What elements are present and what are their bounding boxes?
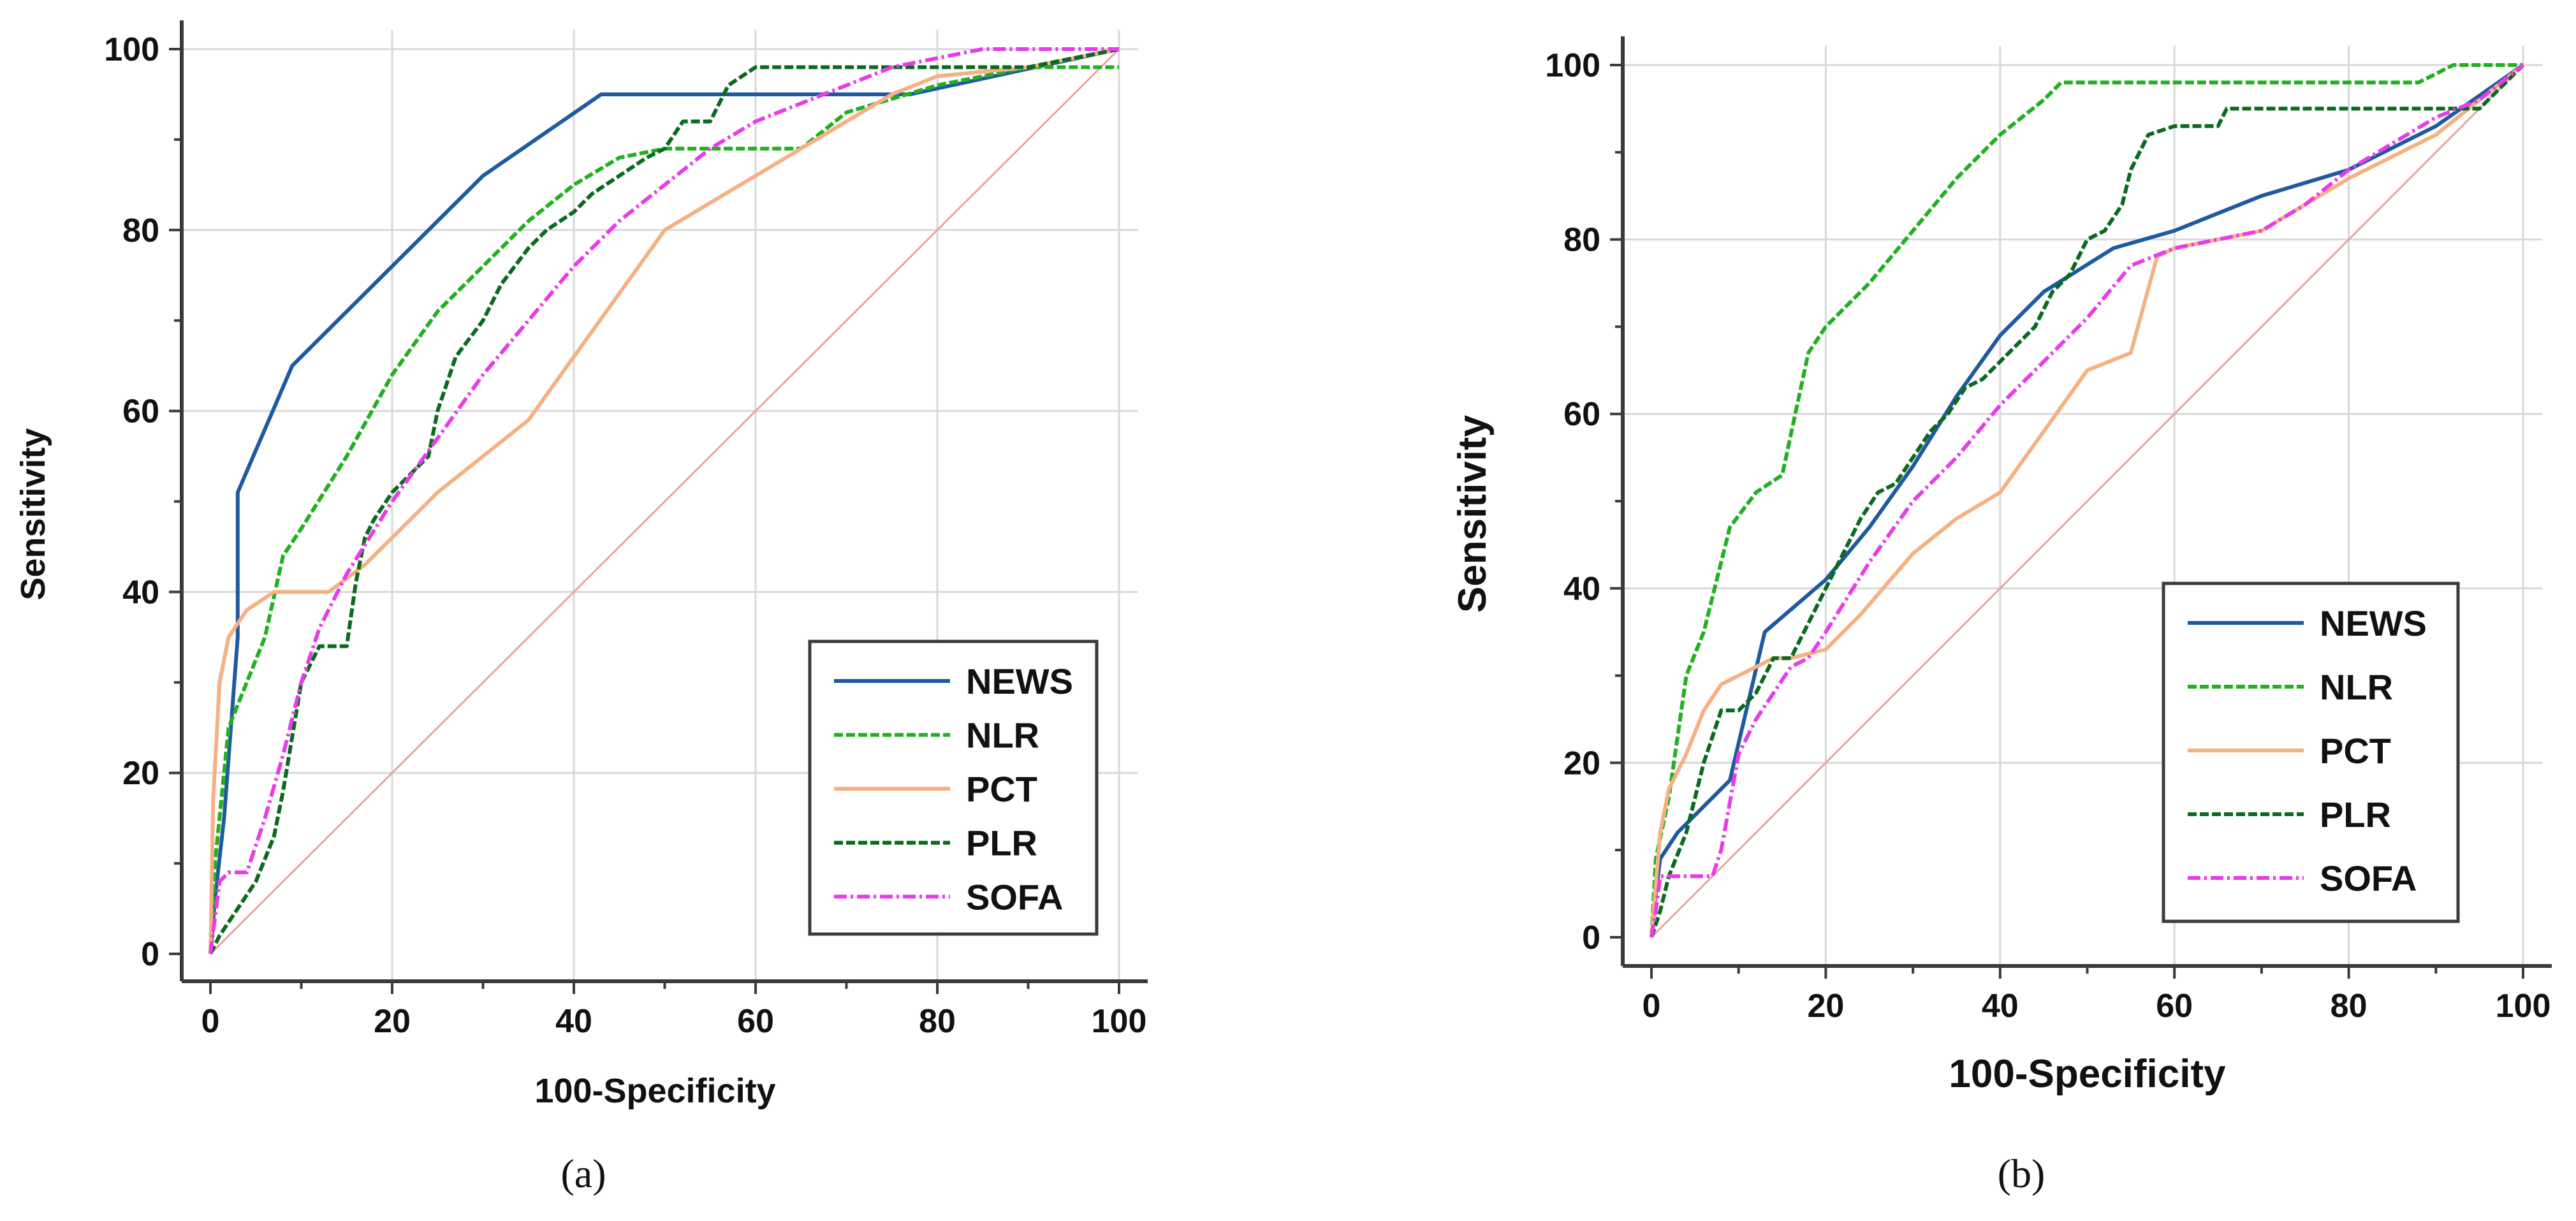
- panel-b-diagonal-reference: [1650, 64, 2524, 939]
- series-line-plr: [1650, 63, 2525, 938]
- panel-b-x-tick-label: 100: [2496, 988, 2551, 1025]
- panel-a-series: [209, 47, 1120, 955]
- series-line-nlr: [1650, 63, 2523, 938]
- panel-b-series: [1650, 63, 2525, 938]
- panel-a-y-tick-labels: 0 20 40 60 80 100: [104, 31, 159, 973]
- panel-b-x-axis-label: 100-Specificity: [1949, 1052, 2226, 1096]
- panel-a-x-tick-label: 40: [555, 1003, 592, 1040]
- panel-b-legend-swatches: [2188, 621, 2304, 880]
- panel-a-label: (a): [560, 1151, 606, 1196]
- panel-a-diagonal-reference: [209, 48, 1120, 955]
- panel-a-ticks: [169, 20, 1148, 994]
- panel-b-y-tick-label: 40: [1563, 571, 1600, 608]
- panel-a-x-tick-label: 60: [737, 1003, 774, 1040]
- panel-b-x-tick-label: 80: [2331, 988, 2367, 1025]
- panel-b-legend: NEWS NLR PCT PLR SOFA: [2162, 581, 2460, 923]
- series-line-plr: [209, 47, 1120, 955]
- panel-b-y-tick-label: 100: [1545, 47, 1600, 84]
- panel-b-y-tick-label: 80: [1563, 222, 1600, 259]
- panel-a-legend: NEWS NLR PCT PLR SOFA: [808, 640, 1099, 936]
- panel-b-legend-label: NEWS: [2320, 603, 2427, 643]
- panel-b-legend-label: PCT: [2320, 731, 2391, 771]
- panel-b-legend-label: PLR: [2320, 794, 2391, 835]
- panel-b-y-tick-label: 20: [1563, 745, 1600, 782]
- panel-a-legend-label: PCT: [966, 769, 1037, 809]
- panel-b-y-tick-label: 0: [1582, 919, 1600, 956]
- panel-a-x-axis-label: 100-Specificity: [534, 1072, 775, 1110]
- panel-a-legend-label: NEWS: [966, 661, 1073, 701]
- panel-b-label: (b): [1998, 1151, 2045, 1196]
- panel-b-x-tick-label: 40: [1982, 988, 2019, 1025]
- panel-a-x-tick-label: 100: [1092, 1003, 1147, 1040]
- panel-a-y-tick-label: 0: [141, 936, 159, 973]
- panel-b-ticks: [1610, 36, 2552, 979]
- panel-b-y-tick-label: 60: [1563, 396, 1600, 433]
- panel-a-y-tick-label: 40: [122, 574, 159, 611]
- panel-a-x-tick-labels: 0 20 40 60 80 100: [201, 1003, 1147, 1040]
- series-line-nlr: [209, 65, 1119, 954]
- series-line-news: [209, 47, 1120, 954]
- panel-b-x-tick-label: 0: [1643, 988, 1661, 1025]
- panel-a-legend-label: PLR: [966, 823, 1037, 863]
- panel-a: 0 20 40 60 80 100 0 20 40 60 80 100 100-…: [14, 20, 1148, 1196]
- panel-a-legend-label: SOFA: [966, 877, 1063, 917]
- panel-a-legend-label: NLR: [966, 715, 1039, 756]
- panel-a-y-tick-label: 20: [122, 755, 159, 792]
- panel-b-legend-label: SOFA: [2320, 858, 2417, 898]
- panel-a-y-tick-label: 60: [122, 393, 159, 430]
- panel-b-x-tick-label: 60: [2156, 988, 2193, 1025]
- panel-b-legend-labels: NEWS NLR PCT PLR SOFA: [2320, 603, 2427, 898]
- series-line-news: [1650, 63, 2524, 938]
- panel-a-x-tick-label: 0: [201, 1003, 220, 1040]
- panel-b-x-tick-labels: 0 20 40 60 80 100: [1643, 988, 2551, 1025]
- panel-b-legend-label: NLR: [2320, 667, 2393, 707]
- panel-a-x-tick-label: 80: [919, 1003, 956, 1040]
- panel-b-x-tick-label: 20: [1807, 988, 1844, 1025]
- panel-a-x-tick-label: 20: [374, 1003, 411, 1040]
- series-line-sofa: [209, 47, 1119, 954]
- panel-a-y-tick-label: 100: [104, 31, 159, 68]
- panel-a-legend-swatches: [834, 679, 950, 899]
- panel-b-y-axis-label: Sensitivity: [1451, 414, 1495, 613]
- panel-a-legend-labels: NEWS NLR PCT PLR SOFA: [966, 661, 1073, 917]
- series-line-pct: [1650, 63, 2524, 938]
- series-line-pct: [209, 47, 1120, 954]
- panel-a-y-tick-label: 80: [122, 212, 159, 249]
- panel-b: 0 20 40 60 80 100 0 20 40 60 80 100 100-…: [1451, 36, 2552, 1196]
- panel-a-y-axis-label: Sensitivity: [14, 428, 52, 600]
- panel-b-y-tick-labels: 0 20 40 60 80 100: [1545, 47, 1600, 956]
